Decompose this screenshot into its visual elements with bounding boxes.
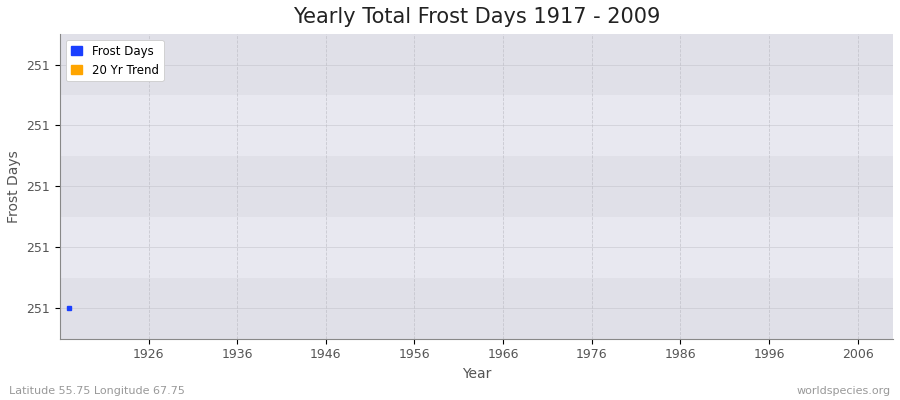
Title: Yearly Total Frost Days 1917 - 2009: Yearly Total Frost Days 1917 - 2009 [292, 7, 661, 27]
Y-axis label: Frost Days: Frost Days [7, 150, 21, 223]
Text: Latitude 55.75 Longitude 67.75: Latitude 55.75 Longitude 67.75 [9, 386, 184, 396]
X-axis label: Year: Year [462, 367, 491, 381]
Legend: Frost Days, 20 Yr Trend: Frost Days, 20 Yr Trend [66, 40, 164, 81]
Bar [60, 217, 893, 278]
Bar [60, 156, 893, 217]
Bar [60, 34, 893, 95]
Bar [60, 278, 893, 339]
Bar [60, 95, 893, 156]
Text: worldspecies.org: worldspecies.org [796, 386, 891, 396]
